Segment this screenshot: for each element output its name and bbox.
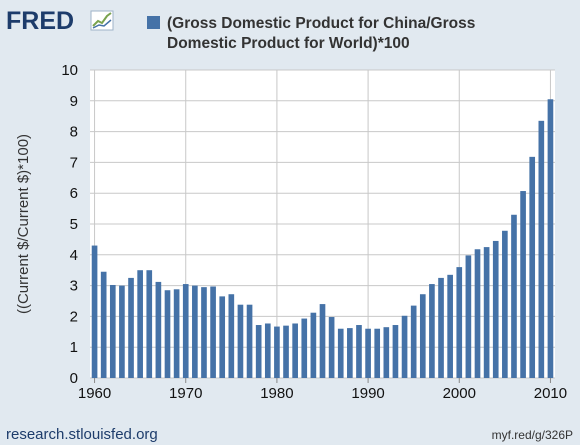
bar (100, 271, 107, 378)
bar (219, 296, 226, 378)
bar (383, 327, 390, 378)
y-axis-title: ((Current $/Current $)*100) (15, 134, 32, 314)
fred-logo-text: FRED (6, 7, 74, 35)
y-tick-label: 8 (70, 124, 78, 141)
legend-label-line-1: (Gross Domestic Product for China/Gross (167, 15, 475, 32)
bar (438, 277, 444, 378)
bar (301, 318, 308, 378)
legend-label-line-2: Domestic Product for World)*100 (167, 35, 410, 52)
bar (465, 255, 472, 378)
bar (429, 284, 435, 378)
bar (392, 325, 399, 378)
bar (192, 285, 198, 378)
bar (410, 305, 417, 378)
bar (347, 328, 353, 378)
bar (283, 325, 289, 378)
bar (173, 289, 180, 378)
y-tick-label: 9 (70, 93, 78, 110)
short-link[interactable]: myf.red/g/326P (492, 428, 573, 442)
source-link[interactable]: research.stlouisfed.org (6, 426, 158, 443)
bar (182, 284, 189, 378)
bar (529, 156, 536, 378)
x-tick-label: 2010 (534, 385, 567, 402)
y-tick-label: 1 (70, 339, 78, 356)
y-tick-label: 10 (61, 62, 78, 79)
x-tick-label: 1960 (78, 385, 111, 402)
bar (538, 120, 545, 378)
x-tick-label: 1990 (351, 385, 384, 402)
bar (310, 312, 317, 378)
bar (374, 328, 381, 378)
bar (492, 240, 499, 378)
bar (146, 270, 153, 378)
bar (356, 325, 362, 378)
legend: (Gross Domestic Product for China/Gross … (147, 15, 475, 52)
bar (228, 294, 235, 378)
bar (419, 294, 426, 378)
y-tick-label: 4 (70, 247, 78, 264)
bar (547, 99, 554, 378)
bar (91, 245, 98, 378)
bar (246, 304, 253, 378)
y-tick-label: 3 (70, 278, 78, 295)
x-tick-label: 1980 (260, 385, 293, 402)
line-chart-icon (90, 10, 114, 31)
bar (155, 281, 162, 378)
bar (201, 287, 207, 378)
x-tick-label: 1970 (169, 385, 202, 402)
bar (128, 277, 134, 378)
bar (237, 304, 244, 378)
bar (210, 286, 216, 378)
x-tick-label: 2000 (443, 385, 476, 402)
bar (274, 326, 280, 378)
y-tick-label: 7 (70, 154, 78, 171)
y-tick-label: 6 (70, 185, 78, 202)
fred-logo[interactable]: FRED (6, 7, 114, 35)
y-tick-label: 0 (70, 370, 78, 387)
bar (365, 328, 371, 378)
bar (164, 290, 171, 378)
bar (292, 323, 298, 378)
bar (502, 230, 508, 378)
bar (520, 191, 526, 378)
bar (137, 270, 143, 378)
bar (511, 214, 517, 378)
bar (483, 247, 490, 378)
x-axis-ticks: 1960 1970 1980 1990 2000 2010 (78, 378, 567, 402)
y-axis-ticks: 0 1 2 3 4 5 6 7 8 9 10 (61, 62, 78, 387)
bar (447, 274, 453, 378)
bars (91, 99, 554, 378)
y-tick-label: 5 (70, 216, 78, 233)
bar (255, 325, 262, 378)
bar (456, 267, 463, 378)
bar (337, 328, 344, 378)
legend-swatch (147, 16, 160, 29)
bar (328, 317, 335, 378)
bar (319, 304, 326, 378)
bar (474, 249, 481, 378)
bar (401, 315, 408, 378)
bar (264, 323, 271, 378)
bar (119, 285, 125, 378)
y-tick-label: 2 (70, 308, 78, 325)
bar (109, 284, 116, 378)
